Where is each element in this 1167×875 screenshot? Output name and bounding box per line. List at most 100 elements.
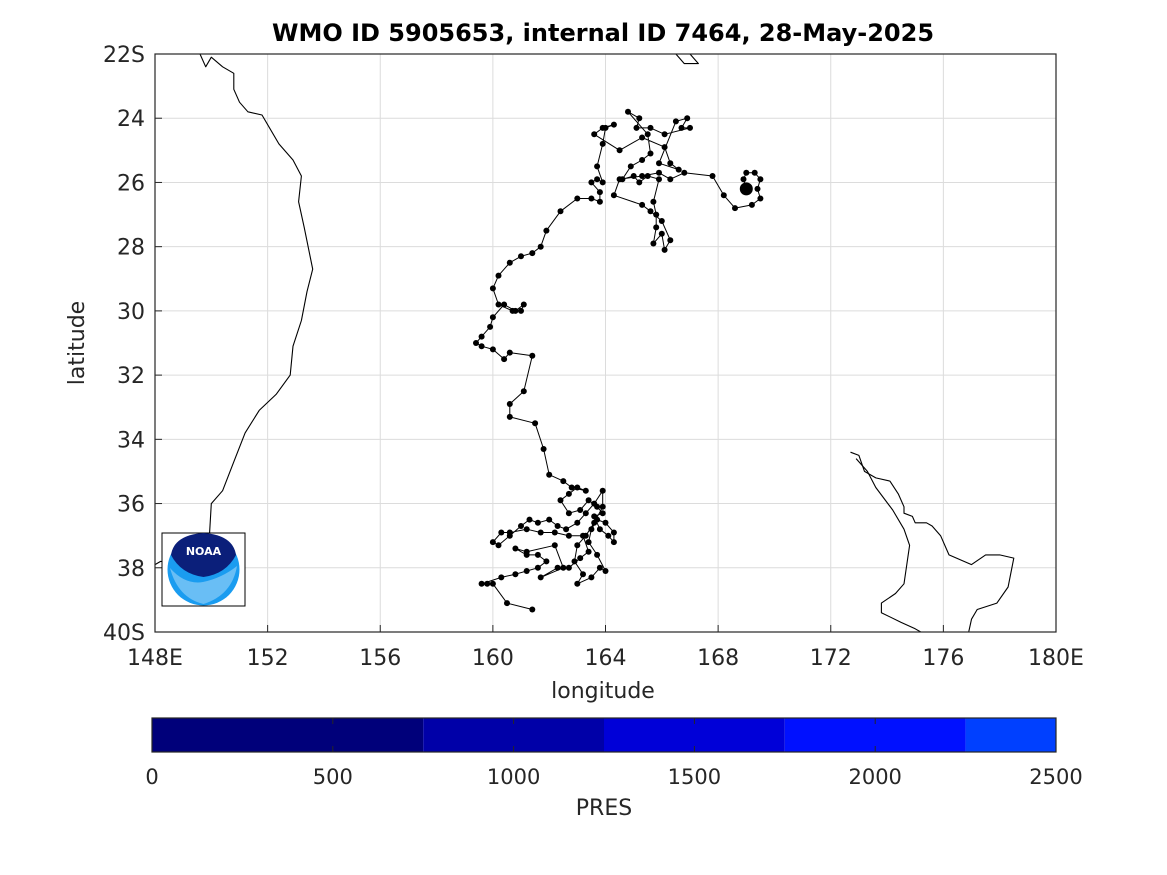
profile-point: [557, 497, 564, 504]
profile-point: [602, 519, 609, 526]
profile-point: [591, 131, 598, 138]
profile-point: [625, 108, 631, 115]
profile-point: [574, 542, 581, 549]
profile-point: [489, 346, 496, 353]
colorbar-label: PRES: [576, 796, 632, 821]
profile-point: [751, 169, 758, 176]
profile-point: [610, 529, 617, 536]
profile-point: [639, 157, 646, 163]
profile-point: [489, 539, 496, 546]
profile-point: [534, 551, 541, 558]
profile-point: [495, 272, 502, 279]
profile-point: [478, 343, 485, 350]
profile-point: [757, 176, 764, 183]
y-tick-label: 28: [117, 236, 145, 261]
profile-point: [633, 124, 640, 131]
noaa-bird-icon: [171, 533, 236, 577]
profile-point: [743, 169, 750, 176]
profile-point: [473, 340, 479, 346]
profile-point: [506, 413, 513, 420]
profile-point: [523, 548, 530, 555]
colorbar: 0 500 1000 1500 2000 2500: [145, 718, 1083, 789]
profile-point: [585, 539, 592, 546]
profile-point: [599, 503, 606, 510]
profile-point: [574, 484, 581, 491]
colorbar-tick-label: 2500: [1029, 765, 1082, 789]
profile-point: [563, 526, 570, 533]
profile-point: [627, 163, 634, 170]
profile-point: [639, 173, 646, 179]
profile-point: [596, 564, 603, 571]
profile-point: [577, 555, 584, 562]
y-tick-label: 26: [117, 171, 145, 196]
profile-point: [518, 307, 524, 314]
profile-point: [546, 516, 553, 523]
profile-point: [594, 551, 601, 558]
profile-point: [599, 179, 606, 186]
profile-point: [574, 519, 581, 526]
profile-point: [594, 163, 601, 170]
colorbar-tick-label: 1500: [668, 765, 721, 789]
profile-point: [667, 160, 674, 167]
x-tick-label: 164: [585, 646, 627, 671]
colorbar-tick-label: 0: [145, 765, 158, 789]
profile-point: [582, 510, 589, 517]
profile-point: [498, 529, 505, 536]
profile-point: [588, 526, 595, 533]
profile-point: [656, 169, 662, 176]
profile-point: [577, 507, 584, 513]
colorbar-tick-label: 1000: [487, 765, 540, 789]
profile-point: [658, 230, 665, 237]
y-tick-label: 22S: [103, 43, 145, 68]
profile-point: [585, 497, 592, 504]
noaa-logo: NOAA: [161, 532, 246, 607]
logo-text: NOAA: [186, 545, 222, 558]
profile-point: [487, 323, 494, 330]
y-tick-label: 24: [117, 107, 145, 132]
profile-point: [588, 574, 595, 581]
profile-point: [678, 124, 685, 131]
profile-point: [757, 195, 764, 202]
profile-point: [506, 532, 513, 539]
profile-point: [532, 420, 539, 427]
profile-point: [661, 246, 668, 253]
profile-point: [506, 349, 513, 356]
profile-point: [495, 301, 502, 308]
profile-point: [565, 510, 572, 517]
profile-point: [554, 523, 561, 529]
profile-point: [551, 529, 558, 536]
coastline-northern_fragment: [675, 53, 699, 65]
profile-point: [543, 227, 550, 234]
profile-point: [489, 314, 496, 321]
figure-title: WMO ID 5905653, internal ID 7464, 28-May…: [272, 19, 934, 47]
y-tick-label: 38: [117, 557, 145, 582]
profile-point: [574, 580, 581, 587]
profile-point: [495, 542, 502, 549]
x-tick-label: 156: [359, 646, 401, 671]
coastline-nz_north_island_top: [850, 451, 1015, 633]
profile-point: [630, 173, 637, 179]
colorbar-tick-label: 2000: [848, 765, 901, 789]
profile-point: [596, 198, 603, 205]
profile-point: [709, 173, 716, 179]
profile-point: [568, 484, 575, 491]
profile-point: [594, 503, 601, 510]
profile-point: [504, 600, 510, 607]
profile-point: [537, 529, 544, 536]
profile-point: [501, 301, 508, 308]
profile-point: [534, 564, 541, 571]
profile-point: [560, 564, 567, 571]
y-tick-label: 36: [117, 493, 145, 518]
profile-point: [616, 147, 623, 154]
y-tick-label: 30: [117, 300, 145, 325]
profile-point: [639, 134, 646, 141]
profile-point: [610, 121, 617, 128]
profile-point: [540, 446, 547, 452]
x-tick-label: 152: [247, 646, 289, 671]
profile-point: [754, 185, 761, 192]
profile-point: [596, 526, 603, 533]
profile-point: [650, 240, 657, 247]
profile-point: [610, 539, 617, 546]
coastline-nz_north_island_west: [855, 458, 922, 633]
profile-point: [518, 253, 524, 260]
